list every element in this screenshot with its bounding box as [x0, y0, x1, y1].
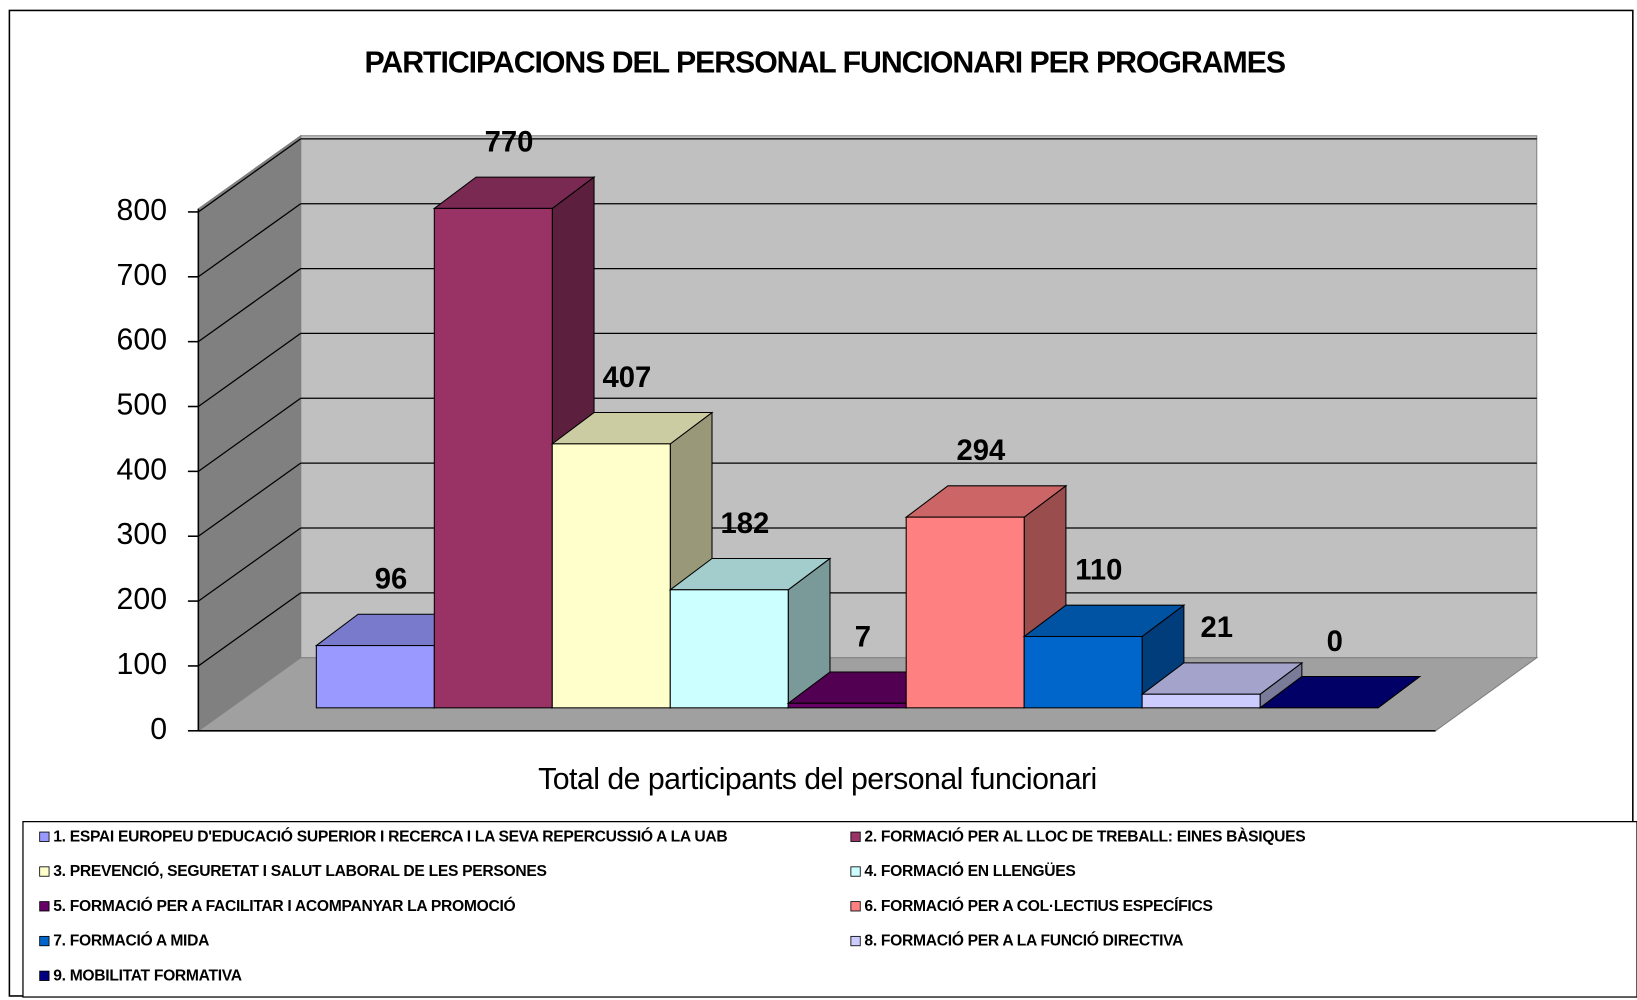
legend-swatch: [850, 866, 861, 877]
bar: [1023, 635, 1143, 709]
grid-line: [197, 592, 302, 667]
legend-label: 6. FORMACIÓ PER A COL·LECTIUS ESPECÍFICS: [864, 896, 1212, 915]
bar: [669, 589, 789, 709]
legend-swatch: [39, 831, 50, 842]
grid-line: [197, 268, 302, 343]
data-label: 7: [855, 621, 871, 653]
legend-label: 7. FORMACIÓ A MIDA: [53, 931, 209, 950]
legend-label: 5. FORMACIÓ PER A FACILITAR I ACOMPANYAR…: [53, 896, 515, 915]
data-label: 110: [1075, 554, 1122, 586]
legend-swatch: [850, 935, 861, 947]
y-tick-label: 600: [117, 324, 168, 357]
legend-swatch: [39, 970, 50, 981]
legend-label: 3. PREVENCIÓ, SEGURETAT I SALUT LABORAL …: [53, 861, 546, 880]
grid-line: [197, 332, 302, 408]
data-label: 294: [956, 435, 1006, 467]
data-label: 182: [721, 508, 770, 540]
data-label: 21: [1201, 612, 1234, 644]
legend-swatch: [850, 831, 861, 842]
y-tick-label: 300: [117, 518, 168, 551]
chart-body: PARTICIPACIONS DEL PERSONAL FUNCIONARI P…: [8, 9, 1637, 998]
legend-label: 9. MOBILITAT FORMATIVA: [53, 967, 242, 984]
legend-label: 4. FORMACIÓ EN LLENGÜES: [864, 861, 1075, 880]
bar: [433, 207, 553, 709]
legend-label: 8. FORMACIÓ PER A LA FUNCIÓ DIRECTIVA: [864, 931, 1183, 950]
legend-swatch: [850, 901, 861, 912]
bar: [905, 516, 1025, 709]
y-tick-label: 500: [117, 389, 168, 422]
bar: [787, 702, 907, 709]
grid-line: [197, 462, 302, 537]
legend-label: 2. FORMACIÓ PER AL LLOC DE TREBALL: EINE…: [864, 826, 1305, 845]
bar: [1141, 693, 1261, 709]
data-label: 96: [375, 564, 408, 596]
data-label: 770: [485, 126, 534, 158]
grid-line: [197, 527, 302, 602]
legend-swatch: [39, 901, 50, 912]
legend-swatch: [39, 935, 50, 947]
y-tick-label: 700: [117, 259, 168, 292]
bar-top: [1258, 675, 1422, 709]
grid-line: [197, 203, 302, 278]
grid-line: [197, 397, 302, 472]
x-axis-title: Total de participants del personal funci…: [538, 763, 1097, 796]
y-tick-label: 400: [117, 453, 168, 486]
chart-title: PARTICIPACIONS DEL PERSONAL FUNCIONARI P…: [365, 47, 1285, 80]
grid-line: [197, 138, 302, 213]
legend-label: 1. ESPAI EUROPEU D'EDUCACIÓ SUPERIOR I R…: [53, 826, 727, 845]
bar: [551, 443, 671, 709]
y-tick-label: 100: [117, 648, 168, 681]
legend-swatch: [39, 866, 50, 877]
y-tick-label: 0: [150, 713, 167, 746]
y-tick-label: 800: [117, 194, 168, 227]
data-label: 407: [603, 362, 652, 394]
legend-box: [22, 821, 1637, 998]
bar: [315, 645, 435, 709]
y-tick-label: 200: [117, 583, 168, 616]
data-label: 0: [1327, 626, 1343, 658]
side-wall: [197, 134, 302, 732]
